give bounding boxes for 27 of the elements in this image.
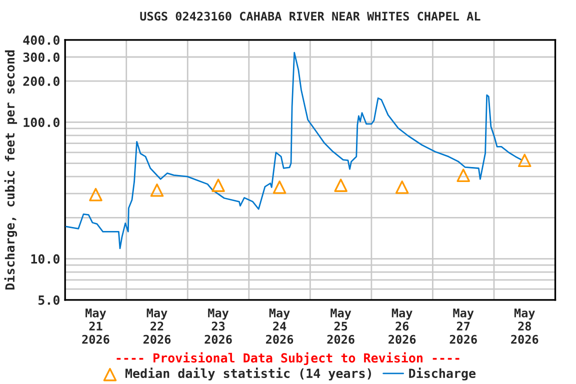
x-tick-label: May 27 2026 [450, 308, 477, 344]
point [518, 154, 532, 168]
y-tick-label: 400.0 [23, 35, 60, 45]
y-tick-label: 5.0 [38, 295, 60, 305]
y-tick-label: 200.0 [23, 76, 60, 86]
point [456, 168, 470, 182]
point [334, 178, 348, 192]
x-tick-label: May 26 2026 [388, 308, 416, 344]
x-tick-label: May 28 2026 [511, 308, 538, 344]
y-tick-label: 300.0 [23, 52, 60, 62]
y-axis-title: Discharge, cubic feet per second [4, 50, 18, 290]
legend-label: Median daily statistic (14 years) [125, 368, 371, 380]
x-tick-label: May 23 2026 [204, 308, 232, 344]
x-tick-label: May 22 2026 [143, 308, 171, 344]
point [272, 180, 286, 194]
legend-label: Discharge [409, 368, 476, 380]
x-tick-label: May 21 2026 [82, 308, 110, 344]
text: ---- Provisional Data Subject to Revision ---- [116, 352, 460, 366]
point [150, 184, 164, 197]
x-tick-label: May 25 2026 [327, 308, 354, 344]
x-tick-label: May 24 2026 [266, 308, 294, 344]
chart-title: USGS 02423160 CAHABA RIVER NEAR WHITES CHAPEL AL [140, 12, 480, 21]
y-tick-label: 100.0 [24, 118, 60, 128]
point [212, 178, 225, 192]
point [395, 180, 409, 194]
point [89, 188, 102, 202]
y-tick-label: 10.0 [31, 254, 60, 264]
